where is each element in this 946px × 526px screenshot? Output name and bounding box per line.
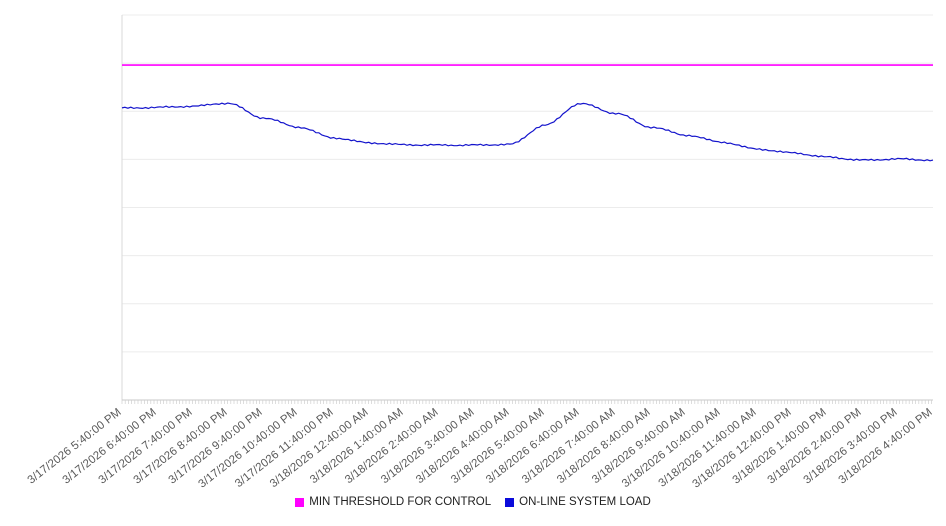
legend-label: ON-LINE SYSTEM LOAD	[519, 496, 651, 508]
legend-swatch-icon	[505, 497, 515, 507]
legend-swatch-icon	[295, 497, 305, 507]
load-line	[121, 102, 934, 162]
legend-label: MIN THRESHOLD FOR CONTROL	[309, 496, 492, 508]
legend-item[interactable]: ON-LINE SYSTEM LOAD	[505, 496, 651, 508]
legend: MIN THRESHOLD FOR CONTROL ON-LINE SYSTEM …	[0, 496, 946, 508]
legend-item[interactable]: MIN THRESHOLD FOR CONTROL	[295, 496, 491, 508]
